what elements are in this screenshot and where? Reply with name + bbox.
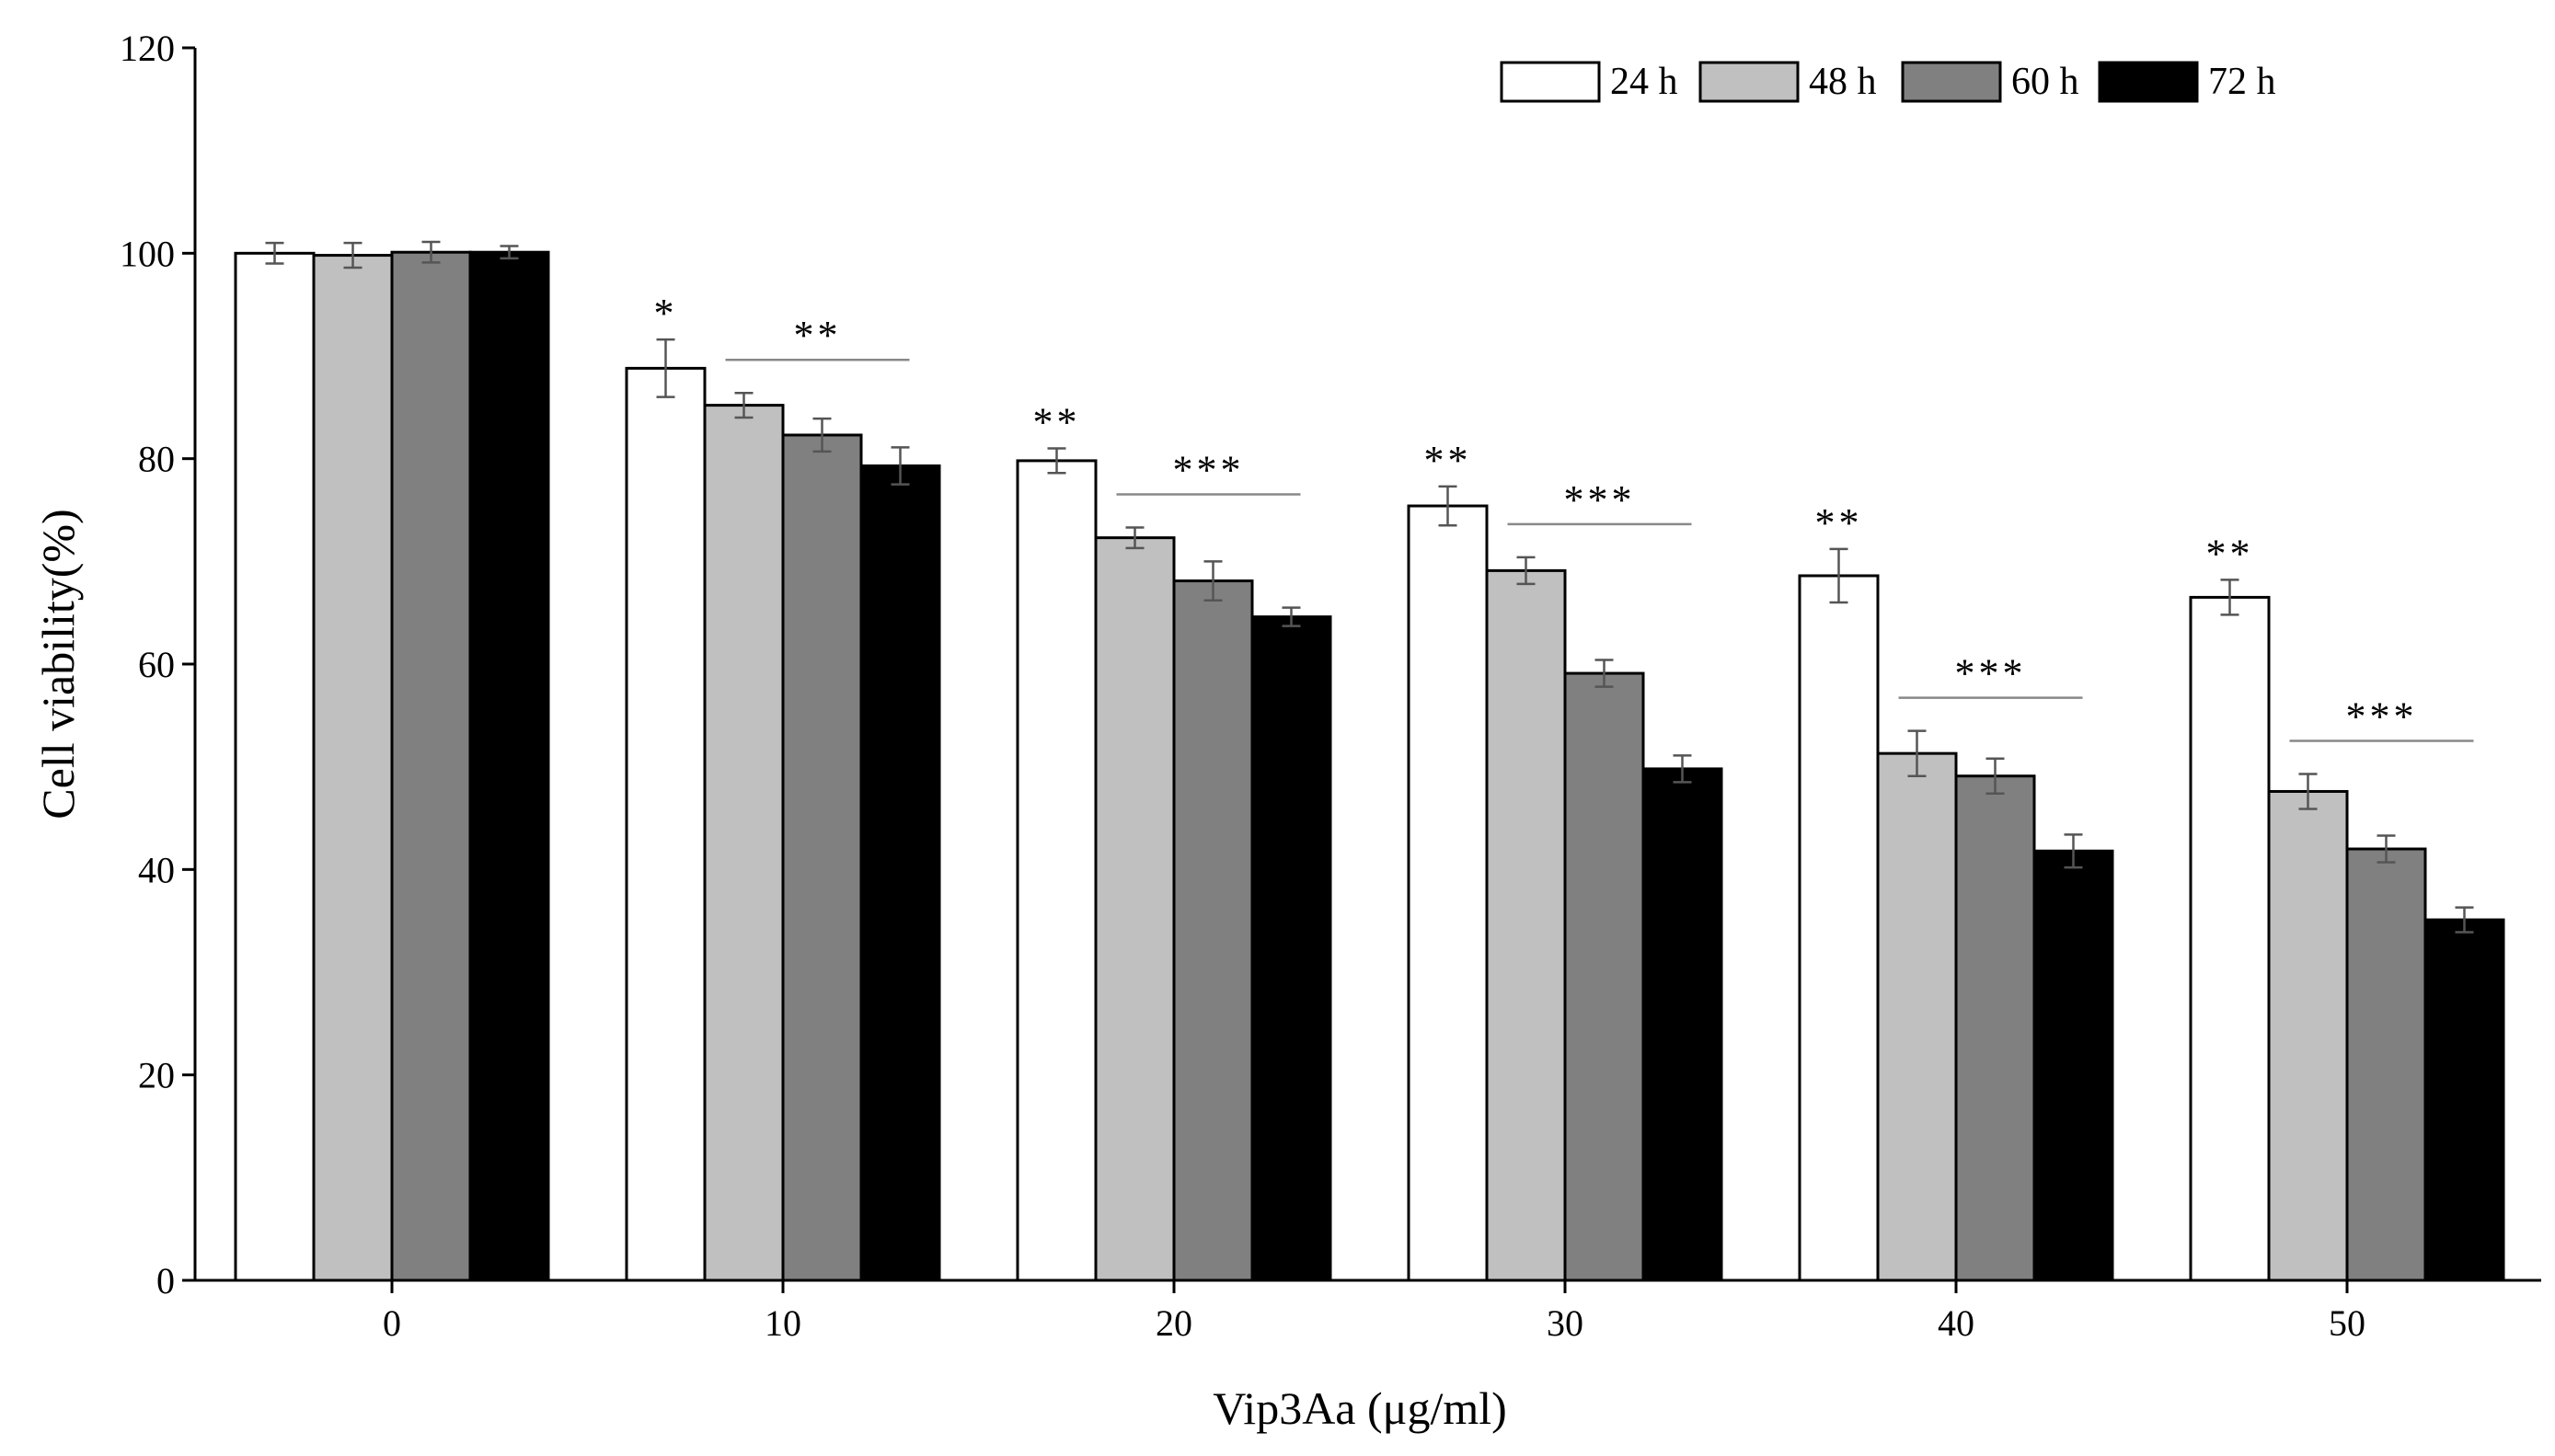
legend-swatch <box>2098 61 2199 103</box>
legend-label: 72 h <box>2208 61 2276 103</box>
significance-annotations: * ******* *************** <box>654 291 2474 742</box>
bar-24h-20 <box>1016 459 1098 1282</box>
x-tick-label: 20 <box>1156 1302 1192 1344</box>
bar-60h-0 <box>390 250 472 1282</box>
legend-label: 48 h <box>1809 61 1877 103</box>
error-bar-24h-20 <box>1047 447 1066 475</box>
error-bar-24h-0 <box>265 241 284 265</box>
error-bars-layer <box>265 240 2474 934</box>
error-bar-72h-30 <box>1673 754 1692 784</box>
error-bar-24h-10 <box>656 338 675 398</box>
y-tick-label: 100 <box>120 233 175 274</box>
bar-24h-40 <box>1798 574 1880 1282</box>
legend-swatch <box>1698 61 1800 103</box>
error-bar-72h-20 <box>1282 606 1301 627</box>
error-bar-72h-10 <box>891 446 910 486</box>
bar-48h-40 <box>1876 751 1958 1282</box>
y-tick-label: 60 <box>138 644 175 685</box>
error-bar-60h-20 <box>1203 560 1223 602</box>
significance-label: *** <box>1173 447 1245 492</box>
bar-24h-10 <box>625 366 707 1282</box>
error-bar-72h-40 <box>2064 833 2083 869</box>
significance-label: *** <box>1955 651 2027 696</box>
y-tick-label: 0 <box>156 1260 175 1301</box>
significance-label: ** <box>1815 500 1863 545</box>
significance-label: ** <box>1033 400 1081 445</box>
legend-label: 60 h <box>2011 61 2079 103</box>
bar-48h-50 <box>2267 789 2349 1282</box>
bar-60h-50 <box>2345 847 2427 1282</box>
bar-72h-40 <box>2032 849 2114 1282</box>
legend-item-72h: 72 h <box>2098 61 2276 103</box>
x-tick-label: 50 <box>2329 1302 2365 1344</box>
significance-label: ** <box>794 313 842 358</box>
bar-48h-20 <box>1094 536 1176 1282</box>
error-bar-48h-20 <box>1125 526 1145 550</box>
legend-item-24h: 24 h <box>1500 61 1678 103</box>
x-tick-label: 10 <box>765 1302 801 1344</box>
significance-label: ** <box>2206 531 2254 576</box>
bar-60h-30 <box>1563 671 1645 1282</box>
error-bar-24h-50 <box>2220 579 2239 616</box>
error-bar-24h-30 <box>1438 485 1457 527</box>
x-tick-label: 40 <box>1938 1302 1974 1344</box>
y-tick-label: 40 <box>138 849 175 890</box>
bar-48h-10 <box>703 404 785 1282</box>
bar-60h-40 <box>1954 774 2036 1282</box>
error-bar-48h-50 <box>2298 773 2318 810</box>
error-bar-60h-10 <box>812 417 832 453</box>
error-bar-24h-40 <box>1829 547 1848 604</box>
bar-48h-30 <box>1485 568 1567 1282</box>
y-tick-label: 20 <box>138 1055 175 1096</box>
error-bar-60h-0 <box>421 240 441 264</box>
x-tick-label: 30 <box>1547 1302 1583 1344</box>
y-tick-label: 120 <box>120 28 175 69</box>
x-ticks: 0 10 20 30 40 50 <box>383 1280 2365 1344</box>
bar-72h-50 <box>2423 918 2505 1282</box>
bar-60h-20 <box>1172 579 1254 1282</box>
y-axis-title: Cell viability(%) <box>32 509 84 819</box>
y-ticks: 0 20 40 60 80 100 120 <box>120 28 195 1301</box>
bar-72h-30 <box>1641 767 1723 1282</box>
bar-24h-0 <box>234 251 316 1282</box>
significance-label: *** <box>1564 477 1636 522</box>
bar-24h-30 <box>1407 504 1489 1282</box>
error-bar-72h-0 <box>500 245 519 260</box>
x-axis-title: Vip3Aa (μg/ml) <box>1213 1382 1507 1434</box>
legend-swatch <box>1901 61 2002 103</box>
legend-label: 24 h <box>1610 61 1678 103</box>
error-bar-48h-40 <box>1907 729 1927 777</box>
error-bar-60h-40 <box>1985 757 2005 795</box>
bar-48h-0 <box>312 254 394 1282</box>
legend-item-60h: 60 h <box>1901 61 2079 103</box>
bars-layer <box>234 250 2505 1282</box>
bar-72h-0 <box>468 250 550 1282</box>
error-bar-48h-10 <box>734 391 754 419</box>
significance-label: *** <box>2346 694 2418 739</box>
bar-60h-10 <box>781 433 863 1282</box>
error-bar-72h-50 <box>2455 906 2474 934</box>
significance-label: * <box>654 291 678 336</box>
legend: 24 h 48 h 60 h 72 h <box>1500 61 2276 103</box>
y-tick-label: 80 <box>138 439 175 480</box>
legend-swatch <box>1500 61 1601 103</box>
error-bar-60h-30 <box>1594 659 1614 688</box>
error-bar-48h-0 <box>343 241 363 269</box>
bar-72h-20 <box>1250 615 1332 1282</box>
error-bar-60h-50 <box>2377 834 2396 864</box>
legend-item-48h: 48 h <box>1698 61 1877 103</box>
bar-72h-10 <box>859 464 941 1282</box>
significance-label: ** <box>1424 438 1472 483</box>
x-tick-label: 0 <box>383 1302 401 1344</box>
bar-24h-50 <box>2189 595 2271 1282</box>
error-bar-48h-30 <box>1516 556 1536 586</box>
